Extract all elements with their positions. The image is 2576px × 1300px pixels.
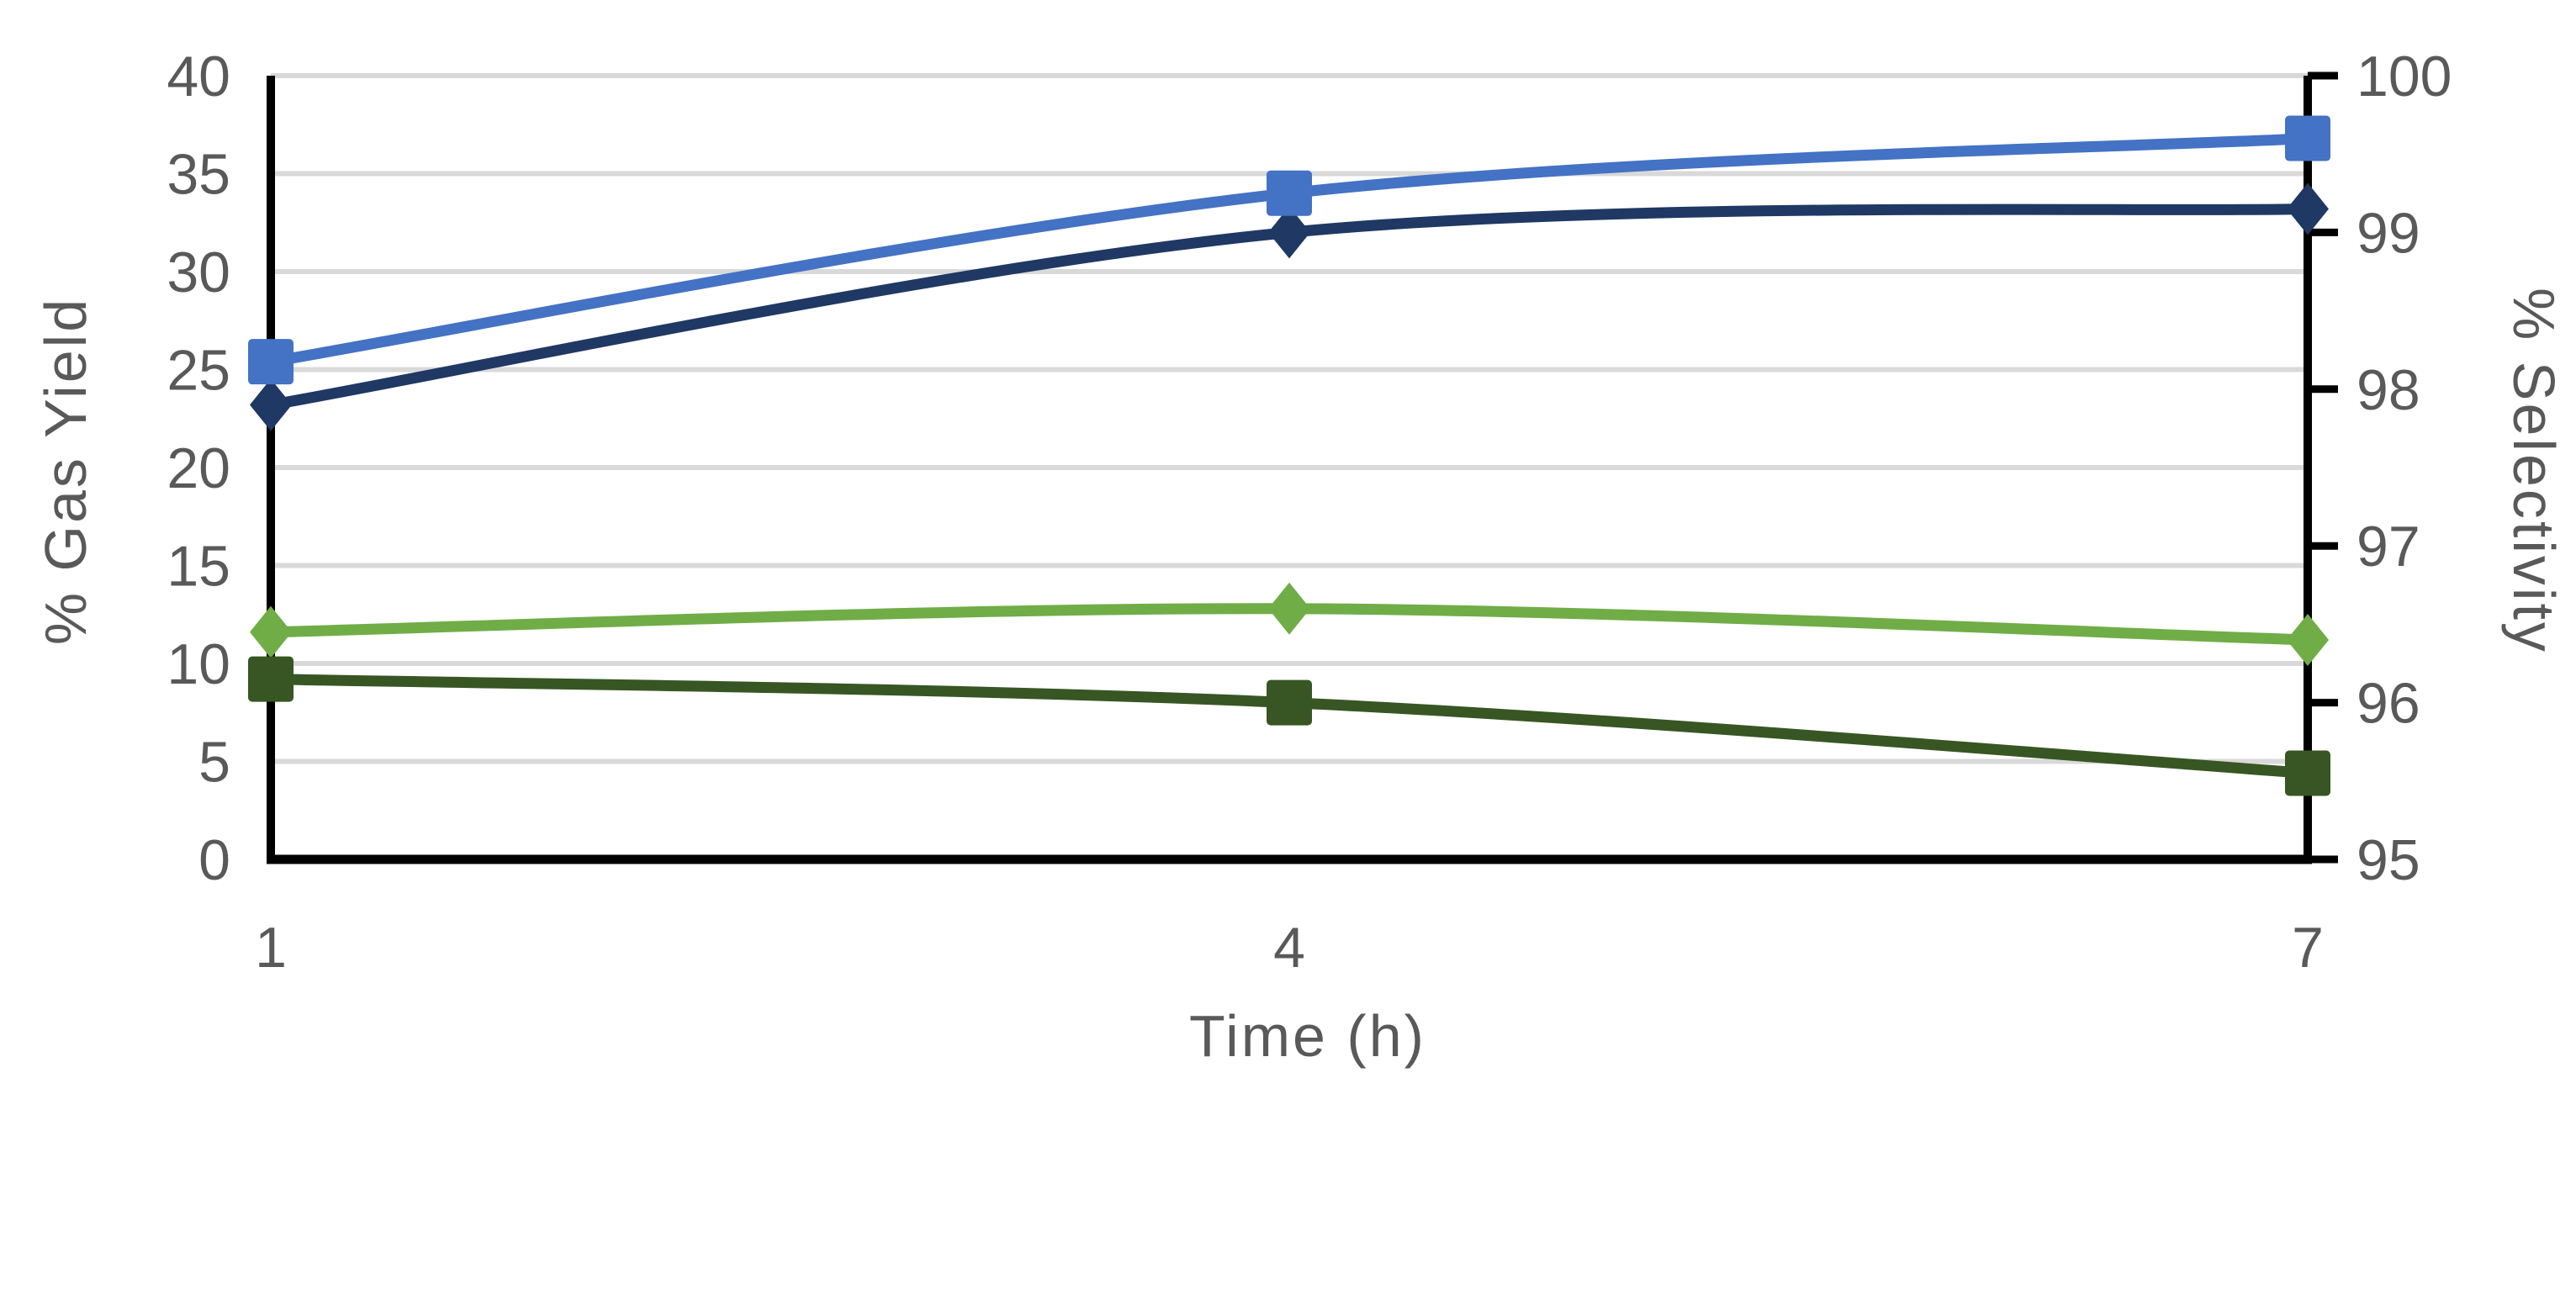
left-axis-tick-label: 40	[167, 45, 230, 108]
left-axis-tick-label: 15	[167, 535, 230, 599]
diamond-marker	[250, 378, 292, 431]
right-axis-tick-label: 97	[2356, 515, 2420, 579]
square-marker	[1267, 170, 1312, 216]
square-marker	[2285, 750, 2330, 796]
left-axis-tick-label: 25	[167, 339, 230, 403]
x-axis-tick-label: 7	[2292, 916, 2324, 980]
diamond-marker	[1268, 206, 1310, 259]
left-axis-tick-label: 0	[198, 828, 230, 892]
square-marker	[1267, 679, 1312, 726]
right-axis-tick-label: 99	[2356, 201, 2420, 265]
left-axis-tick-label: 20	[167, 436, 230, 500]
right-axis-tick-label: 98	[2356, 358, 2420, 422]
diamond-marker	[2287, 182, 2329, 235]
left-axis-tick-label: 10	[167, 632, 230, 696]
x-axis-tick-label: 1	[255, 916, 287, 980]
diamond-marker	[2287, 614, 2329, 667]
left-axis-tick-label: 30	[167, 240, 230, 304]
square-marker	[2285, 115, 2330, 161]
left-axis-title: % Gas Yield	[33, 296, 98, 646]
x-axis-title: Time (h)	[1189, 1003, 1426, 1069]
x-axis-tick-label: 4	[1273, 916, 1305, 980]
right-axis-tick-label: 100	[2356, 45, 2452, 108]
right-axis-tick-label: 95	[2356, 828, 2420, 892]
diamond-marker	[1268, 582, 1310, 635]
square-marker	[248, 656, 294, 702]
left-axis-tick-label: 35	[167, 143, 230, 207]
square-marker	[248, 339, 294, 385]
right-axis-title: % Selectivity	[2501, 288, 2567, 654]
legend: Total Hydrocarbons (0.10g) Total Hydroca…	[0, 1076, 2576, 1300]
left-axis-tick-label: 5	[198, 731, 230, 795]
diamond-marker	[250, 605, 292, 658]
right-axis-tick-label: 96	[2356, 672, 2420, 736]
